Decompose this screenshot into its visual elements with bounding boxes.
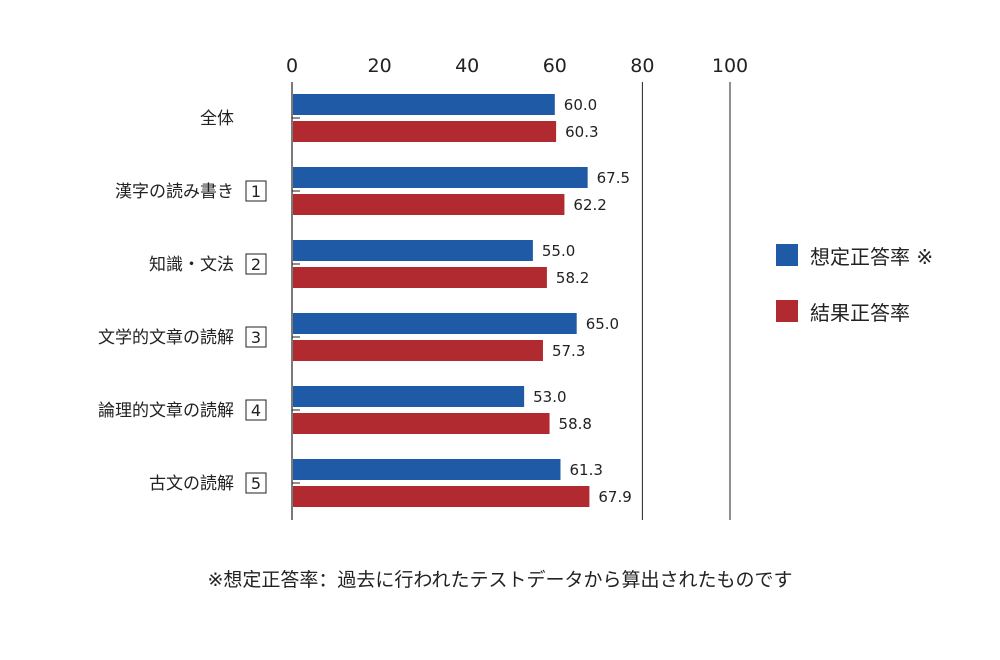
category-label: 文学的文章の読解 xyxy=(98,328,234,348)
data-label-result: 62.2 xyxy=(573,196,606,214)
data-label-expected: 55.0 xyxy=(542,242,575,260)
bar-expected xyxy=(293,386,525,407)
bar-result xyxy=(293,267,547,288)
bar-result xyxy=(293,486,590,507)
x-tick-label-80: 80 xyxy=(630,55,654,77)
x-tick-label-40: 40 xyxy=(455,55,479,77)
category-label: 古文の読解 xyxy=(149,474,234,494)
x-tick-label-60: 60 xyxy=(543,55,567,77)
x-tick-label-100: 100 xyxy=(712,55,748,77)
x-tick-label-0: 0 xyxy=(286,55,298,77)
category-number: 1 xyxy=(251,182,261,201)
data-label-expected: 67.5 xyxy=(597,169,630,187)
legend-label-result: 結果正答率 xyxy=(810,300,910,325)
category-number: 3 xyxy=(251,328,261,347)
data-label-result: 58.8 xyxy=(559,415,592,433)
category-number-box xyxy=(245,326,267,348)
bar-expected xyxy=(293,459,561,480)
bar-result xyxy=(293,340,543,361)
bar-expected xyxy=(293,313,577,334)
category-number-box xyxy=(245,399,267,421)
category-number-box xyxy=(245,180,267,202)
data-label-expected: 60.0 xyxy=(564,96,597,114)
bar-expected xyxy=(293,167,588,188)
data-label-expected: 53.0 xyxy=(533,388,566,406)
x-tick-label-20: 20 xyxy=(368,55,392,77)
bar-expected xyxy=(293,240,533,261)
legend-item-result: 結果正答率 xyxy=(776,296,910,326)
bar-result xyxy=(293,413,550,434)
category-label: 漢字の読み書き xyxy=(115,182,234,202)
legend-label-expected: 想定正答率 ※ xyxy=(810,244,934,269)
category-number: 4 xyxy=(251,401,261,420)
data-label-expected: 65.0 xyxy=(586,315,619,333)
data-label-result: 60.3 xyxy=(565,123,598,141)
data-label-expected: 61.3 xyxy=(569,461,602,479)
legend-swatch-expected xyxy=(776,244,798,266)
category-label: 論理的文章の読解 xyxy=(98,401,234,421)
bar-expected xyxy=(293,94,555,115)
legend-swatch-result xyxy=(776,300,798,322)
bar-result xyxy=(293,121,557,142)
category-number: 2 xyxy=(251,255,261,274)
data-label-result: 58.2 xyxy=(556,269,589,287)
footnote: ※想定正答率：過去に行われたテストデータから算出されたものです xyxy=(207,569,793,591)
category-number-box xyxy=(245,253,267,275)
category-label: 全体 xyxy=(200,109,234,129)
data-label-result: 67.9 xyxy=(598,488,631,506)
category-number: 5 xyxy=(251,474,261,493)
bar-result xyxy=(293,194,565,215)
category-number-box xyxy=(245,472,267,494)
data-label-result: 57.3 xyxy=(552,342,585,360)
category-label: 知識・文法 xyxy=(149,255,234,275)
legend-item-expected: 想定正答率 ※ xyxy=(776,240,933,270)
